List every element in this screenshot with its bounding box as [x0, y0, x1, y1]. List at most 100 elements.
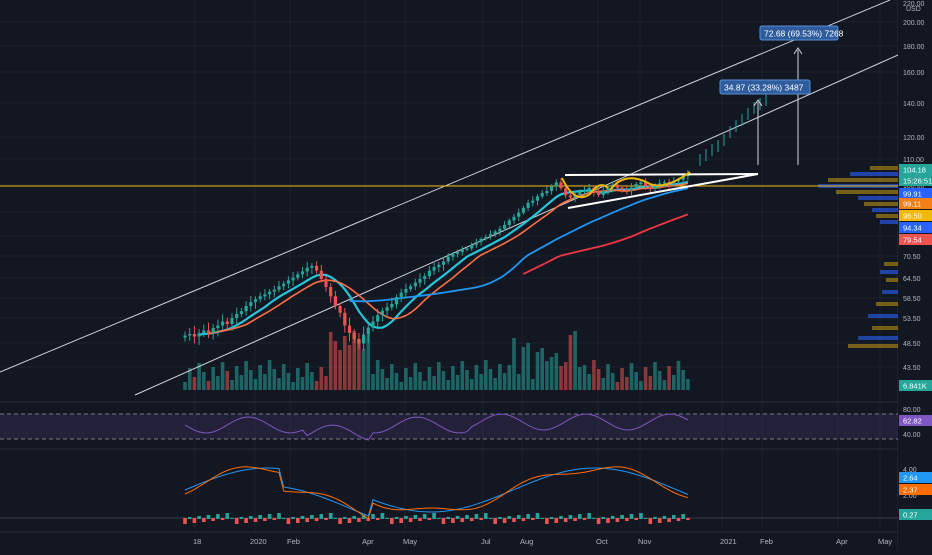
time-tick-label: Apr: [362, 537, 374, 546]
volume-bar: [582, 365, 587, 390]
macd-histogram-bar: [220, 518, 225, 520]
macd-histogram-bar: [540, 518, 544, 519]
volume-bar: [310, 372, 314, 390]
volume-bar: [183, 382, 187, 390]
trendlines[interactable]: [0, 0, 899, 396]
candle-body: [601, 190, 605, 195]
volume-bar: [380, 369, 385, 390]
time-tick-label: Oct: [596, 537, 609, 546]
macd-histogram-bar: [653, 517, 657, 519]
time-tick-label: 2020: [250, 537, 267, 546]
candle-body: [258, 296, 262, 300]
macd-histogram-bar: [479, 518, 483, 520]
volume-bar: [568, 335, 573, 390]
macd-histogram-bar: [667, 518, 671, 522]
candle-body: [676, 179, 681, 182]
candle-body: [460, 249, 464, 252]
candle-body: [244, 306, 248, 312]
volume-bar: [418, 372, 422, 390]
volume-bar: [371, 374, 375, 390]
volume-bar: [300, 377, 305, 390]
volume-bar: [516, 374, 521, 390]
candle-body: [634, 183, 638, 188]
rsi-label-bg: [899, 415, 932, 426]
triangle-pattern: [564, 173, 759, 209]
measure-tools[interactable]: 34.87 (33.28%) 3487 72.68 (69.53%) 7268: [719, 25, 844, 165]
macd-histogram-bar: [488, 518, 493, 519]
volume-bar: [220, 362, 225, 390]
candle-body: [568, 195, 572, 198]
candle-body: [550, 186, 554, 191]
macd-histogram-bar: [625, 518, 629, 521]
volume-bar: [601, 378, 606, 390]
measure-label: 72.68 (69.53%) 7268: [764, 29, 844, 39]
time-tick-label: Aug: [520, 537, 533, 546]
ma-200-line: [523, 213, 689, 275]
volume-bar: [540, 348, 544, 390]
volume-bar: [408, 377, 413, 390]
volume-label: 6.841K: [903, 382, 927, 391]
volume-profile-bar: [848, 344, 898, 348]
macd-histogram-bar: [361, 515, 366, 519]
candle-body: [432, 267, 436, 271]
macd-histogram-bar: [202, 518, 206, 522]
volume-bar: [272, 369, 277, 390]
macd-histogram-bar: [657, 518, 662, 523]
cup-pattern-right: [609, 171, 691, 191]
volume-profile-bar: [882, 290, 898, 294]
macd-value-label: 2.64: [903, 474, 918, 483]
volume-bar: [366, 335, 371, 390]
candle-body: [296, 274, 300, 278]
volume-bar: [305, 363, 309, 390]
macd-histogram-bar: [258, 515, 262, 519]
candle-body: [188, 334, 192, 336]
candle-body: [545, 190, 549, 194]
rsi-band: [0, 414, 898, 439]
candle-body: [488, 234, 493, 238]
macd-histogram-bar: [371, 514, 375, 519]
macd-histogram-bar: [187, 517, 192, 519]
volume-bar: [681, 370, 685, 390]
time-axis[interactable]: 18 2020 Feb Apr May Jul Aug Oct Nov 2021 Feb Apr May: [193, 537, 892, 546]
candle-body: [347, 325, 352, 333]
macd-histogram-bar: [211, 518, 215, 521]
macd-histogram-bar: [643, 518, 648, 519]
macd-histogram-bar: [305, 518, 309, 522]
volume-bar: [554, 353, 559, 390]
chart-patterns[interactable]: [561, 171, 759, 209]
macd-histogram-bar: [296, 518, 300, 523]
volume-bar: [211, 367, 215, 390]
candle-body: [263, 294, 267, 297]
macd-histogram-bar: [352, 516, 356, 519]
volume-bar: [319, 367, 324, 390]
candle-body: [625, 189, 629, 191]
macd-pane: [0, 466, 898, 524]
macd-histogram-bar: [465, 515, 469, 519]
volume-bar: [549, 357, 554, 390]
volume-bar: [657, 371, 662, 390]
candle-body: [587, 187, 591, 190]
time-tick-label: Feb: [760, 537, 773, 546]
candle-body: [620, 187, 624, 190]
volume-bar: [535, 352, 540, 390]
candle-body: [597, 191, 601, 195]
candle-body: [413, 282, 417, 287]
volume-bar: [422, 381, 427, 390]
price-tick-label: 58.50: [903, 296, 921, 303]
candle-body: [437, 264, 441, 267]
candles: [183, 169, 690, 351]
price-tick-label: 140.00: [903, 101, 925, 108]
volume-bar: [413, 363, 418, 390]
candle-body: [498, 228, 502, 232]
macd-histogram-bar: [672, 515, 676, 519]
volume-profile-bar: [850, 172, 898, 176]
candle-body: [629, 187, 634, 191]
candle-body: [310, 265, 314, 268]
volume-bar: [347, 345, 352, 390]
macd-histogram-bar: [521, 518, 526, 521]
macd-histogram-bar: [639, 513, 643, 519]
volume-bar: [404, 368, 408, 390]
